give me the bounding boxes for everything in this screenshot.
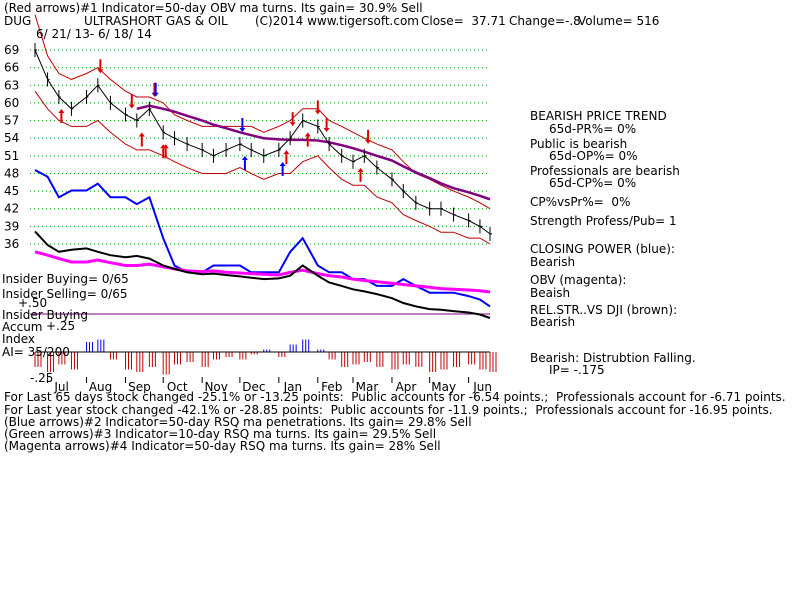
public-status: Public is bearish — [530, 137, 628, 151]
footer-magenta-arrows: (Magenta arrows)#4 Indicator=50-day RSQ … — [4, 439, 441, 453]
moving-average-line — [136, 104, 491, 201]
blue-arrow-head — [241, 156, 248, 161]
red-arrow-head — [289, 122, 296, 127]
obv-label: OBV (magenta): — [530, 273, 627, 287]
y-tick-label: 48 — [4, 166, 19, 180]
y-tick-label: 39 — [4, 219, 19, 233]
price-line — [34, 49, 491, 235]
blue-arrow-head — [152, 92, 159, 97]
close-value: Close= 37.71 — [421, 14, 506, 28]
date-range: 6/ 21/ 13- 6/ 18/ 14 — [36, 27, 152, 41]
change-value: Change=-.8 — [509, 14, 581, 28]
lower-band-line — [34, 90, 491, 245]
insider-buying-label: Insider Buying — [2, 308, 88, 322]
red-arrow-head — [58, 109, 65, 114]
obv-line — [34, 250, 491, 294]
x-tick-label: Oct — [167, 380, 188, 394]
closing-power-status: Bearish — [530, 255, 576, 269]
copyright: (C)2014 www.tigersoft.com — [255, 14, 419, 28]
ai-value: AI= 35/200 — [2, 345, 70, 359]
red-arrow-head — [314, 110, 321, 115]
x-tick-label: Feb — [321, 380, 342, 394]
y-tick-label: 45 — [4, 184, 19, 198]
pr-value: 65d-PR%= 0% — [549, 122, 637, 136]
footer-year: For Last year stock changed -42.1% or -2… — [4, 403, 773, 417]
rel-str-line — [34, 230, 491, 319]
red-arrow-head — [365, 139, 372, 144]
red-arrow-head — [283, 150, 290, 155]
y-tick-label: 63 — [4, 78, 19, 92]
accum-label: Accum — [2, 320, 43, 334]
blue-arrow-head — [279, 161, 286, 166]
footer-65day: For Last 65 days stock changed -25.1% or… — [4, 390, 786, 404]
pros-status: Professionals are bearish — [530, 164, 680, 178]
red-arrow-head — [162, 144, 169, 149]
relstr-label: REL.STR..VS DJI (brown): — [530, 303, 678, 317]
index-label: Index — [2, 332, 36, 346]
strength-value: Strength Profess/Pub= 1 — [530, 214, 677, 228]
y-tick-label: 57 — [4, 114, 19, 128]
y-tick-label: 36 — [4, 237, 19, 251]
x-tick-label: Sep — [128, 380, 151, 394]
cp-value: 65d-CP%= 0% — [549, 176, 637, 190]
x-tick-label: Jun — [472, 380, 492, 394]
x-tick-label: Dec — [242, 380, 265, 394]
footer-blue-arrows: (Blue arrows)#2 Indicator=50-day RSQ ma … — [4, 415, 472, 429]
stock-name: ULTRASHORT GAS & OIL — [84, 14, 228, 28]
y-tick-label: 51 — [4, 149, 19, 163]
x-tick-label: Aug — [89, 380, 112, 394]
footer-green-arrows: (Green arrows)#3 Indicator=10-day RSQ ma… — [4, 427, 437, 441]
y-tick-label: 69 — [4, 43, 19, 57]
header-indicator-1: (Red arrows)#1 Indicator=50-day OBV ma t… — [4, 1, 423, 15]
obv-status: Beaish — [530, 286, 571, 300]
volume-value: Volume= 516 — [578, 14, 660, 28]
y-tick-label: 66 — [4, 61, 19, 75]
distribution-status: Bearish: Distrubtion Falling. — [530, 351, 696, 365]
red-arrow-head — [138, 132, 145, 137]
x-tick-label: Apr — [396, 380, 417, 394]
x-tick-label: May — [431, 380, 456, 394]
relstr-status: Bearish — [530, 315, 576, 329]
ip-value: IP= -.175 — [549, 363, 605, 377]
red-arrow-head — [323, 128, 330, 133]
accum-tick-m25: -.25 — [30, 371, 54, 385]
upper-band-line — [34, 14, 491, 210]
red-arrow-head — [128, 104, 135, 109]
x-tick-label: Nov — [204, 380, 227, 394]
blue-arrow-head — [239, 128, 246, 133]
closing-power-label: CLOSING POWER (blue): — [530, 242, 675, 256]
insider-selling: Insider Selling= 0/65 — [2, 287, 128, 301]
cpvspr-value: CP%vsPr%= 0% — [530, 195, 631, 209]
red-arrow-head — [304, 132, 311, 137]
insider-buying: Insider Buying= 0/65 — [2, 272, 129, 286]
red-arrow-head — [97, 69, 104, 74]
accum-tick-p25: +.25 — [46, 319, 76, 333]
x-tick-label: Jan — [283, 380, 303, 394]
y-tick-label: 42 — [4, 202, 19, 216]
red-arrow-head — [357, 167, 364, 172]
accum-tick-p50: +.50 — [18, 296, 48, 310]
x-tick-label: Mar — [356, 380, 379, 394]
op-value: 65d-OP%= 0% — [549, 149, 638, 163]
x-tick-label: Jul — [53, 380, 68, 394]
trend-title: BEARISH PRICE TREND — [530, 109, 667, 123]
y-tick-label: 60 — [4, 96, 19, 110]
ticker: DUG — [4, 14, 32, 28]
y-tick-label: 54 — [4, 131, 19, 145]
